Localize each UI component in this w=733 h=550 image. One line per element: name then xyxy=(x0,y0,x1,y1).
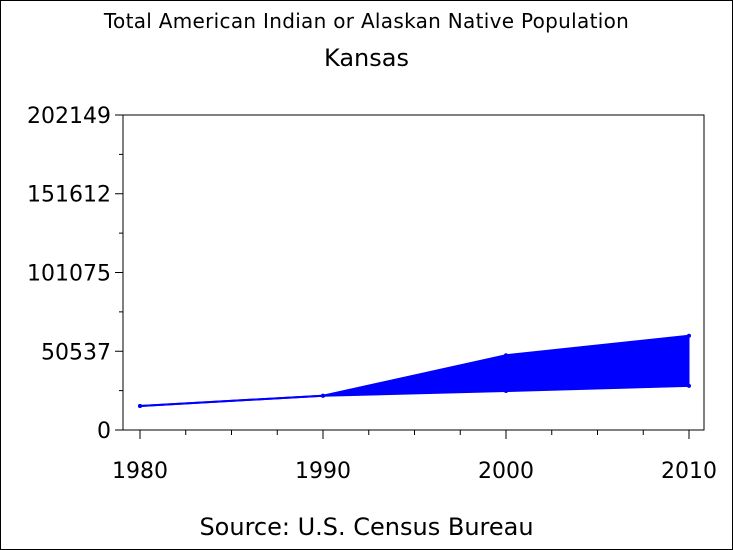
series-1-point-2010 xyxy=(687,333,691,338)
y-tick-label: 151612 xyxy=(27,183,111,208)
series-2-point-2010 xyxy=(687,383,691,388)
series-line-2 xyxy=(139,384,690,408)
series-band-area xyxy=(139,335,690,407)
x-tick-label: 2000 xyxy=(478,459,534,484)
y-tick-label: 50537 xyxy=(41,340,111,365)
chart-title: Total American Indian or Alaskan Native … xyxy=(103,9,630,33)
y-tick-label: 202149 xyxy=(27,104,111,129)
series-2-point-2000 xyxy=(504,389,508,394)
x-tick-label: 1980 xyxy=(112,459,168,484)
series-2-point-1980 xyxy=(138,404,142,409)
x-tick-label: 1990 xyxy=(295,459,351,484)
chart-source-note: Source: U.S. Census Bureau xyxy=(199,513,534,541)
y-tick-label: 101075 xyxy=(27,261,111,286)
series-2-point-1990 xyxy=(321,393,325,398)
chart-subtitle: Kansas xyxy=(324,44,409,72)
series-1-point-2000 xyxy=(504,353,508,358)
x-tick-label: 2010 xyxy=(661,459,717,484)
y-tick-label: 0 xyxy=(97,419,111,444)
